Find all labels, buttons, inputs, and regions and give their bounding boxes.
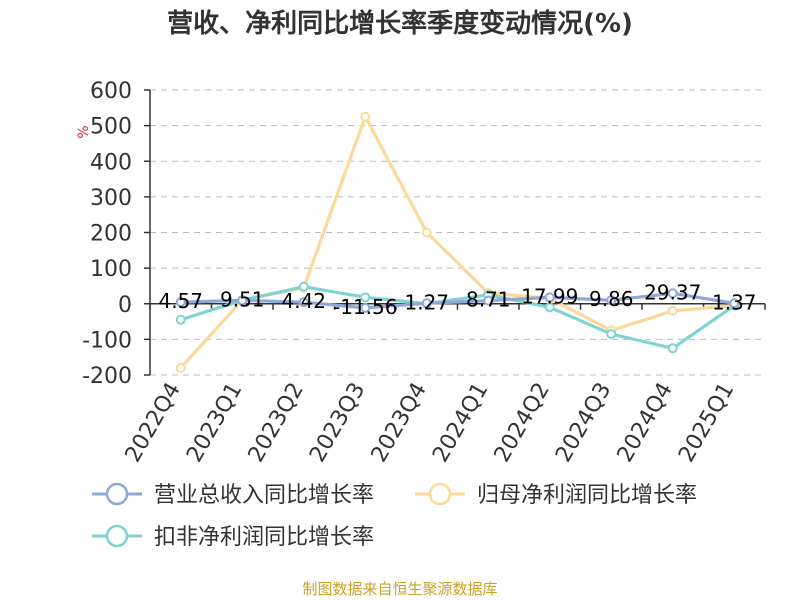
series-line bbox=[180, 285, 736, 350]
y-axis-ticks: 600 500 400 300 200 100 0 -100 -200 bbox=[82, 79, 150, 389]
data-point bbox=[667, 288, 678, 299]
y-tick-label: 400 bbox=[90, 150, 132, 175]
legend-marker bbox=[428, 482, 452, 506]
data-label: 4.42 bbox=[281, 289, 326, 313]
data-point bbox=[544, 292, 555, 303]
legend-marker bbox=[105, 524, 129, 548]
data-label: -11.56 bbox=[333, 295, 397, 319]
data-point bbox=[175, 314, 186, 325]
data-point bbox=[175, 362, 186, 373]
grid-lines bbox=[150, 89, 765, 376]
data-point bbox=[729, 298, 740, 309]
legend-marker bbox=[105, 482, 129, 506]
x-tick-label: 2023Q3 bbox=[305, 379, 370, 467]
y-tick-label: 300 bbox=[90, 186, 132, 211]
y-tick-label: 0 bbox=[118, 293, 132, 318]
y-axis-unit: % bbox=[76, 125, 92, 138]
data-point bbox=[298, 297, 309, 308]
x-tick-label: 2025Q1 bbox=[674, 379, 739, 467]
y-tick-label: 500 bbox=[90, 115, 132, 140]
y-tick-label: 600 bbox=[90, 79, 132, 104]
data-label: 1.27 bbox=[404, 290, 449, 314]
x-tick-label: 2023Q2 bbox=[244, 379, 309, 467]
data-point bbox=[544, 302, 555, 313]
data-point bbox=[360, 292, 371, 303]
x-tick-label: 2022Q4 bbox=[121, 379, 186, 467]
data-point bbox=[360, 302, 371, 313]
data-point bbox=[483, 295, 494, 306]
data-point bbox=[175, 297, 186, 308]
data-label: 17.99 bbox=[521, 284, 578, 308]
data-labels: 4.57 9.51 4.42 -11.56 1.27 8.71 17.99 9.86 29.37… bbox=[158, 280, 756, 319]
data-label: 9.51 bbox=[220, 287, 265, 311]
data-point bbox=[360, 111, 371, 122]
y-tick-label: -100 bbox=[82, 328, 132, 353]
legend-label: 扣非净利润同比增长率 bbox=[154, 525, 374, 550]
data-label: 4.57 bbox=[158, 289, 203, 313]
data-label: 8.71 bbox=[466, 288, 511, 312]
data-point bbox=[667, 305, 678, 316]
data-point bbox=[421, 298, 432, 309]
y-tick-label: 200 bbox=[90, 222, 132, 247]
data-point bbox=[237, 295, 248, 306]
data-point bbox=[421, 227, 432, 238]
chart-title: 营收、净利同比增长率季度变动情况(%) bbox=[167, 8, 633, 39]
x-tick-label: 2023Q4 bbox=[367, 379, 432, 467]
x-tick-label: 2023Q1 bbox=[182, 379, 247, 467]
y-tick-label: 100 bbox=[90, 257, 132, 282]
x-tick-label: 2024Q3 bbox=[551, 379, 616, 467]
data-point bbox=[606, 329, 617, 340]
series-line bbox=[180, 291, 735, 310]
x-tick-label: 2024Q2 bbox=[490, 379, 555, 467]
x-tick-label: 2024Q4 bbox=[613, 379, 678, 467]
data-point bbox=[606, 295, 617, 306]
x-tick-label: 2024Q1 bbox=[428, 379, 493, 467]
legend-label: 营业总收入同比增长率 bbox=[154, 483, 374, 508]
series-line bbox=[179, 115, 735, 369]
data-label: 9.86 bbox=[589, 287, 634, 311]
data-point bbox=[667, 343, 678, 354]
data-point bbox=[298, 281, 309, 292]
data-label: 1.37 bbox=[712, 290, 757, 314]
series-lines bbox=[175, 111, 740, 373]
y-tick-label: -200 bbox=[82, 364, 132, 389]
footer-source: 制图数据来自恒生聚源数据库 bbox=[302, 580, 497, 598]
data-label: 29.37 bbox=[644, 280, 701, 304]
legend-label: 归母净利润同比增长率 bbox=[477, 483, 697, 508]
